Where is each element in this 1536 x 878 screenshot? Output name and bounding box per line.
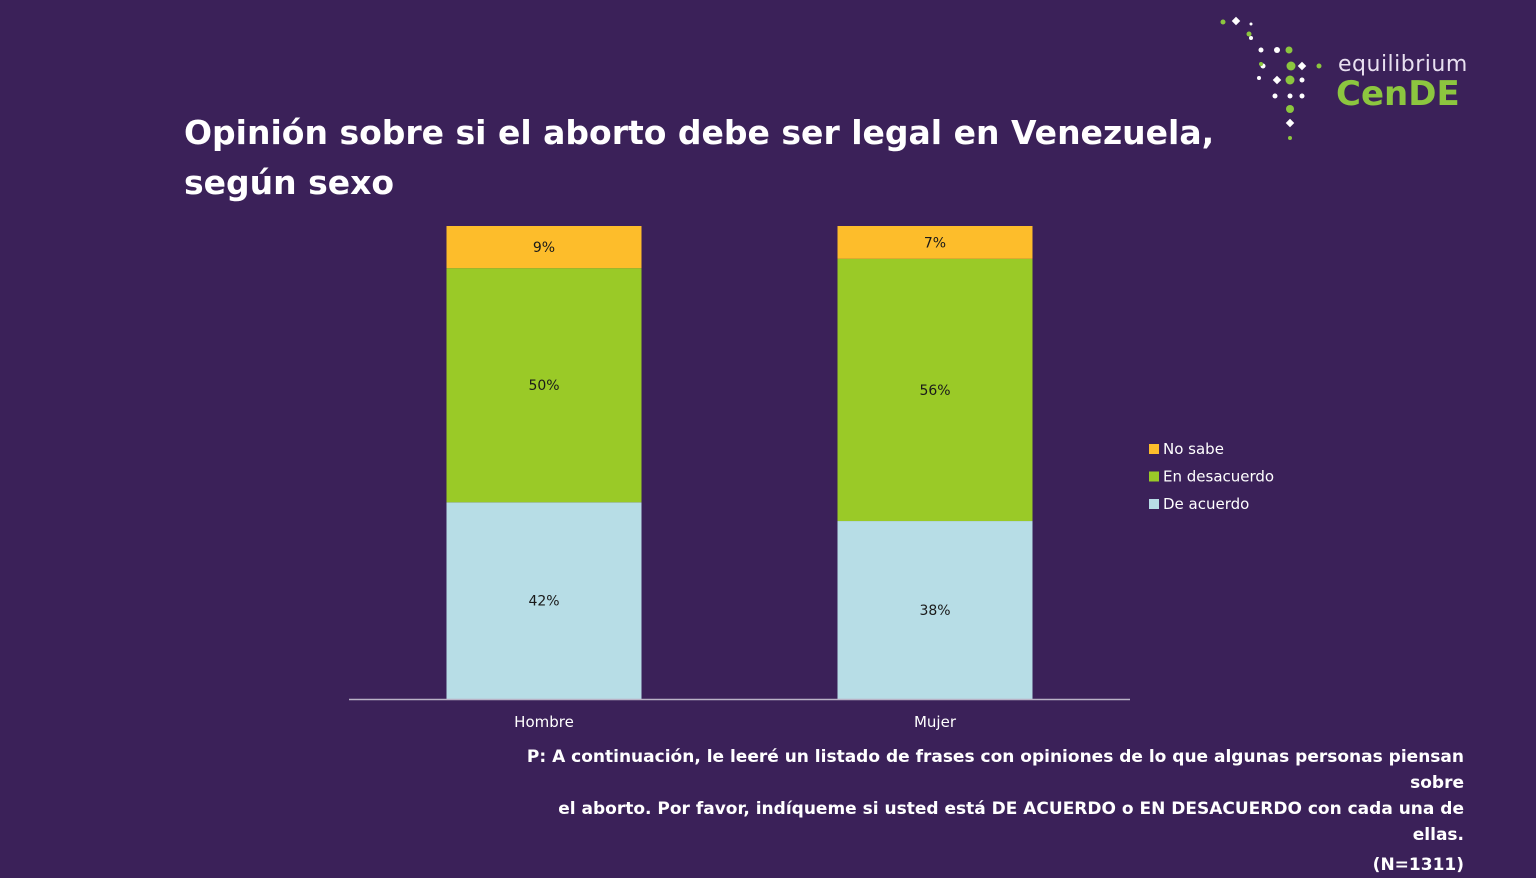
bar-en-desacuerdo-hombre	[446, 268, 642, 503]
data-label: 7%	[924, 235, 946, 251]
question-footnote: P: A continuación, le leeré un listado d…	[504, 744, 1464, 878]
logo-brand: CenDE	[1336, 74, 1460, 114]
bar-en-desacuerdo-mujer	[837, 258, 1033, 522]
bar-no-sabe-mujer	[837, 226, 1033, 259]
legend-swatch	[1149, 499, 1159, 509]
footnote-line-1: P: A continuación, le leeré un listado d…	[526, 747, 1464, 793]
footnote-line-2: el aborto. Por favor, indíqueme si usted…	[558, 799, 1464, 845]
chart-title: Opinión sobre si el aborto debe ser lega…	[184, 108, 1284, 208]
equilibrium-cende-logo-icon	[1220, 16, 1322, 140]
legend-label: De acuerdo	[1163, 495, 1249, 513]
sample-size: (N=1311)	[1372, 855, 1464, 875]
bar-de-acuerdo-mujer	[837, 521, 1033, 699]
x-tick-label: Hombre	[514, 713, 574, 731]
data-label: 38%	[919, 603, 950, 619]
data-label: 42%	[528, 594, 559, 610]
bar-no-sabe-hombre	[446, 226, 642, 269]
data-label: 50%	[528, 378, 559, 394]
chart-title-line-2: según sexo	[184, 163, 395, 202]
legend-label: No sabe	[1163, 440, 1224, 458]
legend-swatch	[1149, 471, 1159, 482]
x-tick-label: Mujer	[914, 713, 957, 731]
logo-wordmark: equilibrium	[1338, 52, 1468, 77]
data-label: 56%	[919, 383, 950, 399]
data-label: 9%	[533, 240, 555, 256]
bar-de-acuerdo-hombre	[446, 502, 642, 699]
legend-swatch	[1149, 444, 1159, 454]
chart-title-line-1: Opinión sobre si el aborto debe ser lega…	[184, 113, 1215, 152]
legend-label: En desacuerdo	[1163, 468, 1274, 486]
